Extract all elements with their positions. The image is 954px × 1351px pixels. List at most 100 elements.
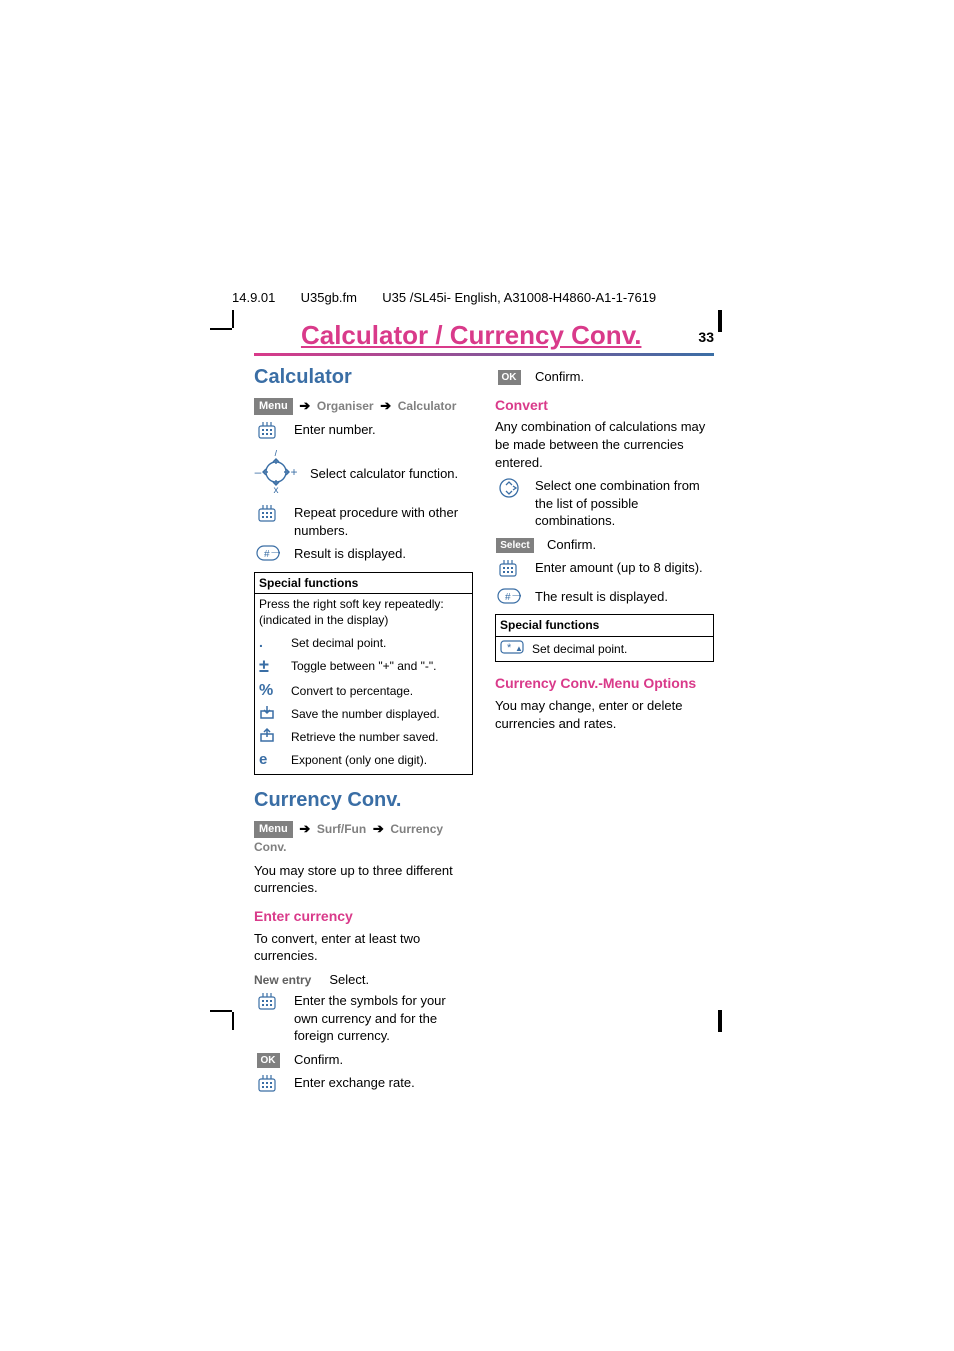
ok-badge-label: OK (257, 1053, 280, 1069)
svg-text:⟶: ⟶ (271, 550, 280, 557)
step-row: Enter number. (254, 421, 473, 444)
crop-mark (210, 328, 232, 330)
step-row: Enter amount (up to 8 digits). (495, 559, 714, 582)
sf-desc: Set decimal point. (291, 635, 468, 651)
title-bar: Calculator / Currency Conv. 33 (254, 320, 714, 356)
sf-row: ± Toggle between "+" and "-". (255, 653, 472, 679)
arrow-icon: ➔ (296, 821, 313, 836)
keypad-icon (254, 992, 282, 1015)
sf-symbol-retrieve-icon (259, 727, 291, 748)
step-row: / x – + Select calculator function. (254, 450, 473, 499)
sf-symbol-exponent: e (259, 750, 291, 770)
menu-path-currency: Menu ➔ Surf/Fun ➔ Currency Conv. (254, 820, 473, 856)
crop-mark (232, 1012, 234, 1030)
convert-intro: Any combination of calculations may be m… (495, 418, 714, 471)
step-row: Repeat procedure with other numbers. (254, 504, 473, 539)
sf-row: % Convert to percentage. (255, 679, 472, 703)
heading-calculator: Calculator (254, 364, 473, 391)
step-text: Enter exchange rate. (294, 1074, 473, 1092)
select-badge-label: Select (496, 538, 533, 554)
step-text: Enter amount (up to 8 digits). (535, 559, 714, 577)
page-content: Calculator / Currency Conv. 33 Calculato… (254, 320, 714, 1103)
left-column: Calculator Menu ➔ Organiser ➔ Calculator… (254, 364, 473, 1103)
step-text: Result is displayed. (294, 545, 473, 563)
step-text: Confirm. (294, 1051, 473, 1069)
step-row: #⟶ The result is displayed. (495, 588, 714, 609)
new-entry-label: New entry (254, 972, 311, 988)
header-date: 14.9.01 (232, 290, 275, 305)
sf-row: Retrieve the number saved. (255, 726, 472, 749)
page-title: Calculator / Currency Conv. (254, 320, 688, 351)
svg-text:#: # (505, 592, 511, 603)
page-number: 33 (688, 329, 714, 351)
special-functions-box: Special functions *▲ Set decimal point. (495, 614, 714, 662)
special-subtitle: Press the right soft key repeatedly: (in… (255, 594, 472, 632)
heading-cc-menu-options: Currency Conv.-Menu Options (495, 674, 714, 693)
step-text: Select calculator function. (310, 465, 473, 483)
ok-badge: OK (495, 368, 523, 386)
ok-badge-label: OK (498, 370, 521, 386)
sf-desc: Retrieve the number saved. (291, 729, 468, 745)
sf-symbol-plusminus: ± (259, 654, 291, 678)
step-row: Select Confirm. (495, 536, 714, 554)
keypad-icon (254, 421, 282, 444)
star-key-icon: *▲ (500, 640, 532, 659)
step-text: Enter the symbols for your own currency … (294, 992, 473, 1045)
svg-text:*: * (507, 642, 512, 654)
ok-badge: OK (254, 1051, 282, 1069)
keypad-icon (254, 1074, 282, 1097)
sf-desc: Exponent (only one digit). (291, 752, 468, 768)
step-text: The result is displayed. (535, 588, 714, 606)
sf-symbol-percent: % (259, 680, 291, 702)
hash-key-icon: #⟶ (495, 588, 523, 609)
special-title: Special functions (255, 573, 472, 594)
hash-key-icon: #⟶ (254, 545, 282, 566)
columns: Calculator Menu ➔ Organiser ➔ Calculator… (254, 364, 714, 1103)
svg-text:⟶: ⟶ (512, 593, 521, 600)
special-title: Special functions (496, 615, 713, 636)
select-badge: Select (495, 536, 535, 554)
svg-text:–: – (255, 465, 262, 479)
enter-intro: To convert, enter at least two currencie… (254, 930, 473, 965)
sf-row: Save the number displayed. (255, 703, 472, 726)
heading-enter-currency: Enter currency (254, 907, 473, 926)
arrow-icon: ➔ (370, 821, 387, 836)
special-functions-box: Special functions Press the right soft k… (254, 572, 473, 775)
keypad-icon (495, 559, 523, 582)
path-surf: Surf/Fun (317, 822, 366, 836)
sf-desc: Toggle between "+" and "-". (291, 658, 468, 674)
keypad-icon (254, 504, 282, 527)
header-doc: U35 /SL45i- English, A31008-H4860-A1-1-7… (382, 290, 656, 305)
step-row: OK Confirm. (495, 368, 714, 386)
menu-badge: Menu (254, 398, 293, 415)
new-entry-row: New entry Select. (254, 971, 473, 989)
step-row: Enter the symbols for your own currency … (254, 992, 473, 1045)
step-row: #⟶ Result is displayed. (254, 545, 473, 566)
step-text: Confirm. (535, 368, 714, 386)
step-text: Confirm. (547, 536, 714, 554)
header-file: U35gb.fm (301, 290, 357, 305)
svg-text:+: + (290, 465, 297, 479)
arrow-icon: ➔ (377, 398, 394, 413)
right-column: OK Confirm. Convert Any combination of c… (495, 364, 714, 1103)
sf-desc: Save the number displayed. (291, 706, 468, 722)
sf-row: . Set decimal point. (255, 632, 472, 653)
svg-text:/: / (275, 450, 278, 459)
doc-header: 14.9.01 U35gb.fm U35 /SL45i- English, A3… (232, 290, 656, 305)
sf-row: *▲ Set decimal point. (496, 637, 713, 662)
nav-cross-icon: / x – + (254, 450, 298, 499)
crop-mark (718, 1010, 722, 1032)
menu-badge: Menu (254, 821, 293, 838)
crop-mark (210, 1010, 232, 1012)
sf-desc: Convert to percentage. (291, 683, 468, 699)
sf-symbol-save-icon (259, 704, 291, 725)
step-row: Select one combination from the list of … (495, 477, 714, 530)
menu-options-text: You may change, enter or delete currenci… (495, 697, 714, 732)
svg-text:#: # (264, 549, 270, 560)
step-row: Enter exchange rate. (254, 1074, 473, 1097)
svg-text:▲: ▲ (515, 644, 523, 653)
new-entry-action: Select. (329, 971, 369, 989)
step-text: Select one combination from the list of … (535, 477, 714, 530)
path-organiser: Organiser (317, 399, 374, 413)
step-row: OK Confirm. (254, 1051, 473, 1069)
